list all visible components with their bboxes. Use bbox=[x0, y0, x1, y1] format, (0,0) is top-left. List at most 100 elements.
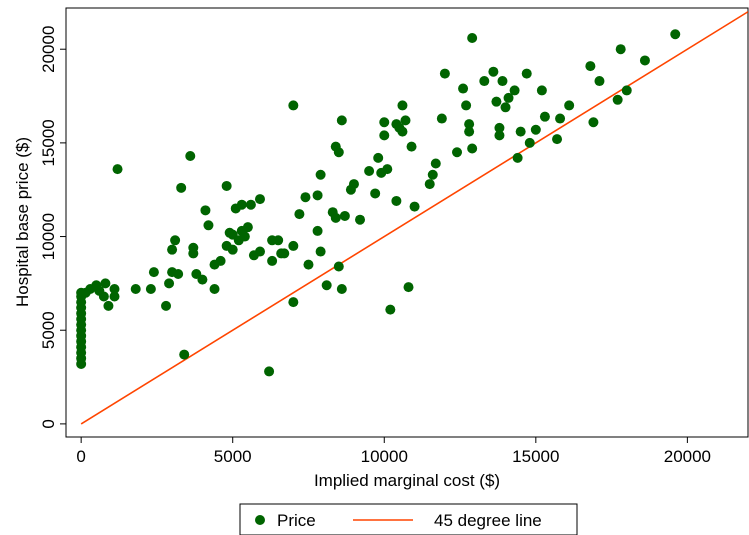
data-point bbox=[512, 152, 523, 163]
data-point bbox=[530, 124, 541, 135]
data-point bbox=[254, 194, 265, 205]
data-point bbox=[379, 117, 390, 128]
data-point bbox=[670, 29, 681, 40]
data-point bbox=[333, 261, 344, 272]
scatter-series-price bbox=[76, 29, 681, 377]
data-point bbox=[391, 195, 402, 206]
data-point bbox=[161, 300, 172, 311]
data-point bbox=[373, 152, 384, 163]
data-point bbox=[203, 220, 214, 231]
data-point bbox=[552, 134, 563, 145]
data-point bbox=[458, 83, 469, 94]
data-point bbox=[503, 92, 514, 103]
data-point bbox=[315, 169, 326, 180]
data-point bbox=[245, 199, 256, 210]
data-point bbox=[294, 209, 305, 220]
y-tick-label: 15000 bbox=[39, 119, 58, 166]
x-tick-label: 15000 bbox=[512, 447, 559, 466]
y-tick-label: 5000 bbox=[39, 311, 58, 349]
data-point bbox=[227, 244, 238, 255]
data-point bbox=[364, 165, 375, 176]
data-point bbox=[221, 180, 232, 191]
x-tick-label: 0 bbox=[76, 447, 85, 466]
data-point bbox=[555, 113, 566, 124]
data-point bbox=[564, 100, 575, 111]
data-point bbox=[315, 246, 326, 257]
data-point bbox=[461, 100, 472, 111]
data-point bbox=[400, 115, 411, 126]
data-point bbox=[148, 267, 159, 278]
data-point bbox=[279, 248, 290, 259]
data-point bbox=[464, 126, 475, 137]
data-point bbox=[427, 169, 438, 180]
data-point bbox=[336, 284, 347, 295]
data-point bbox=[430, 158, 441, 169]
data-point bbox=[585, 61, 596, 72]
data-point bbox=[288, 100, 299, 111]
y-axis: 0 5000 10000 15000 20000 bbox=[39, 26, 66, 429]
x-tick-label: 20000 bbox=[664, 447, 711, 466]
legend: Price 45 degree line bbox=[239, 503, 578, 535]
data-point bbox=[321, 280, 332, 291]
data-point bbox=[464, 119, 475, 130]
y-tick-label: 20000 bbox=[39, 26, 58, 73]
data-point bbox=[370, 188, 381, 199]
data-point bbox=[348, 179, 359, 190]
y-axis-label: Hospital base price ($) bbox=[13, 137, 32, 307]
data-point bbox=[467, 32, 478, 43]
data-point bbox=[409, 201, 420, 212]
data-point bbox=[385, 304, 396, 315]
data-point bbox=[612, 94, 623, 105]
series-line-45-degree bbox=[80, 11, 748, 425]
legend-label-price: Price bbox=[277, 511, 316, 530]
data-point bbox=[639, 55, 650, 66]
data-point bbox=[197, 274, 208, 285]
data-point bbox=[436, 113, 447, 124]
data-point bbox=[254, 246, 265, 257]
data-point bbox=[336, 115, 347, 126]
data-point bbox=[179, 349, 190, 360]
data-point bbox=[509, 85, 520, 96]
data-point bbox=[536, 85, 547, 96]
data-point bbox=[267, 255, 278, 266]
data-point bbox=[100, 278, 111, 289]
y-tick-label: 0 bbox=[39, 419, 58, 428]
x-tick-label: 10000 bbox=[361, 447, 408, 466]
data-point bbox=[103, 300, 114, 311]
data-point bbox=[209, 284, 220, 295]
x-axis: 0 5000 10000 15000 20000 bbox=[76, 437, 711, 466]
data-point bbox=[406, 141, 417, 152]
data-point bbox=[497, 76, 508, 87]
data-point bbox=[494, 130, 505, 141]
data-point bbox=[239, 231, 250, 242]
data-point bbox=[167, 244, 178, 255]
data-point bbox=[515, 126, 526, 137]
data-point bbox=[236, 199, 247, 210]
data-point bbox=[467, 143, 478, 154]
data-point bbox=[312, 190, 323, 201]
line-series-45-degree bbox=[80, 11, 748, 425]
data-point bbox=[621, 85, 632, 96]
data-point bbox=[312, 225, 323, 236]
data-point bbox=[339, 210, 350, 221]
data-point bbox=[500, 102, 511, 113]
data-point bbox=[479, 76, 490, 87]
data-point bbox=[242, 222, 253, 233]
data-point bbox=[594, 76, 605, 87]
data-point bbox=[200, 205, 211, 216]
data-point bbox=[164, 278, 175, 289]
data-point bbox=[521, 68, 532, 79]
x-tick-label: 5000 bbox=[214, 447, 252, 466]
data-point bbox=[452, 147, 463, 158]
data-point bbox=[273, 235, 284, 246]
data-point bbox=[333, 147, 344, 158]
legend-label-line: 45 degree line bbox=[434, 511, 542, 530]
data-point bbox=[355, 214, 366, 225]
data-point bbox=[288, 240, 299, 251]
legend-marker-price bbox=[255, 515, 265, 525]
data-point bbox=[112, 164, 123, 175]
data-point bbox=[524, 137, 535, 148]
data-point bbox=[330, 212, 341, 223]
data-point bbox=[264, 366, 275, 377]
